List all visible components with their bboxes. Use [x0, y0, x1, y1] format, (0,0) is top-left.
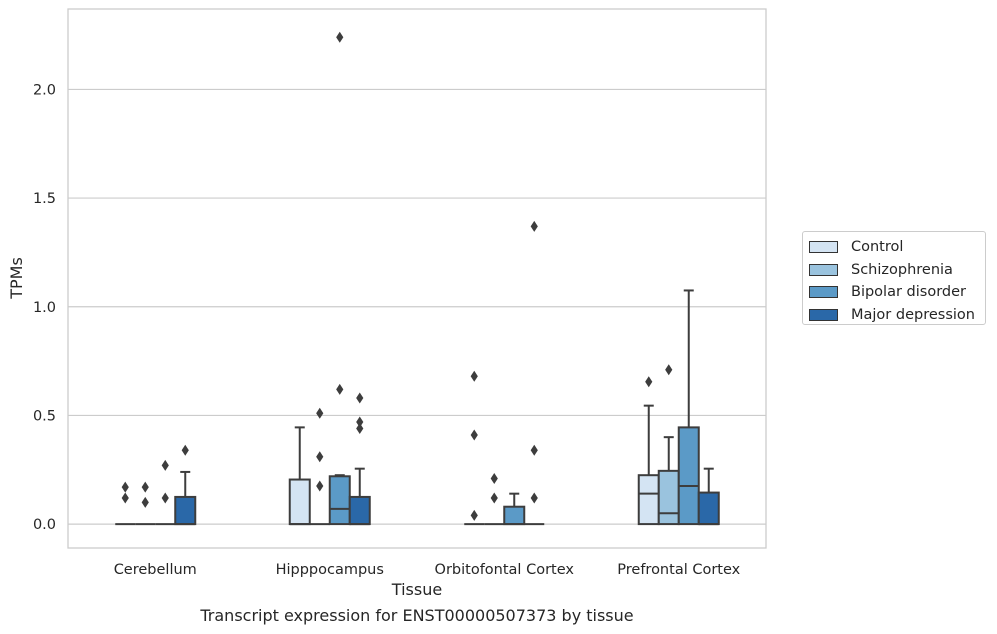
box-body: [174, 495, 197, 526]
legend-label: Control: [851, 239, 904, 256]
box-body: [677, 426, 700, 526]
box: [309, 407, 330, 526]
chart-caption: Transcript expression for ENST0000050737…: [200, 606, 634, 625]
box: [135, 481, 156, 526]
legend-item: Major depression: [809, 304, 985, 327]
y-tick-label: 0.0: [33, 517, 56, 533]
legend-label: Bipolar disorder: [851, 284, 966, 301]
y-axis-ticks: 0.0 0.5 1.0 1.5 2.0: [33, 82, 56, 533]
box: [464, 370, 485, 526]
box-body: [328, 475, 351, 526]
box-body: [288, 478, 311, 526]
box: [637, 376, 660, 526]
series-schizophrenia: [135, 364, 680, 526]
legend-item: Control: [809, 236, 985, 259]
outlier-point: [161, 459, 169, 471]
outlier-point: [316, 407, 324, 419]
x-tick-label: Hipppocampus: [276, 562, 384, 578]
legend-swatch: [809, 263, 838, 276]
outlier-point: [121, 492, 129, 504]
box-body: [697, 491, 720, 526]
x-axis-label: Tissue: [391, 580, 442, 599]
series-control: [115, 370, 660, 526]
outlier-point: [530, 492, 538, 504]
outlier-point: [316, 451, 324, 463]
outlier-point: [490, 492, 498, 504]
legend-swatch: [809, 241, 838, 254]
series-bipolar-disorder: [155, 31, 700, 526]
outlier-point: [470, 370, 478, 382]
outlier-point: [141, 496, 149, 508]
box: [174, 444, 197, 526]
legend: Control Schizophrenia Bipolar disorder Majo…: [802, 231, 986, 325]
box: [288, 426, 311, 526]
legend-item: Schizophrenia: [809, 259, 985, 282]
outlier-point: [121, 481, 129, 493]
box: [115, 481, 136, 526]
outlier-point: [336, 31, 344, 43]
box: [697, 467, 720, 526]
series-major-depression: [174, 220, 720, 526]
y-tick-label: 1.5: [33, 191, 56, 207]
box: [524, 220, 545, 526]
gridlines: [68, 88, 766, 525]
box-body: [348, 495, 371, 526]
legend-label: Major depression: [851, 306, 975, 323]
outlier-point: [336, 383, 344, 395]
y-tick-label: 1.0: [33, 300, 56, 316]
x-tick-label: Orbitofontal Cortex: [435, 562, 575, 578]
box: [657, 364, 680, 526]
outlier-point: [356, 422, 364, 434]
legend-label: Schizophrenia: [851, 261, 953, 278]
legend-swatch: [809, 308, 838, 321]
outlier-point: [141, 481, 149, 493]
box-series: [115, 31, 720, 526]
outlier-point: [530, 444, 538, 456]
y-tick-label: 2.0: [33, 82, 56, 98]
x-axis-ticks: Cerebellum Hipppocampus Orbitofontal Corte…: [114, 562, 741, 578]
outlier-point: [470, 509, 478, 521]
box-body: [637, 474, 660, 526]
box-body: [657, 469, 680, 526]
outlier-point: [490, 472, 498, 484]
outlier-point: [161, 492, 169, 504]
outlier-point: [316, 480, 324, 492]
box: [503, 492, 526, 526]
legend-item: Bipolar disorder: [809, 281, 985, 304]
box: [484, 472, 505, 526]
y-tick-label: 0.5: [33, 408, 56, 424]
outlier-point: [356, 392, 364, 404]
outlier-point: [181, 444, 189, 456]
outlier-point: [470, 429, 478, 441]
plot-frame: [67, 8, 767, 549]
x-tick-label: Prefrontal Cortex: [617, 562, 740, 578]
legend-swatch: [809, 286, 838, 299]
box: [677, 289, 700, 526]
outlier-point: [530, 220, 538, 232]
box: [155, 459, 176, 526]
y-axis-label: TPMs: [7, 257, 26, 300]
outlier-point: [645, 376, 653, 388]
outlier-point: [356, 416, 364, 428]
box: [328, 31, 351, 526]
outlier-point: [665, 364, 673, 376]
x-tick-label: Cerebellum: [114, 562, 197, 578]
box-body: [503, 505, 526, 526]
box: [348, 392, 371, 526]
